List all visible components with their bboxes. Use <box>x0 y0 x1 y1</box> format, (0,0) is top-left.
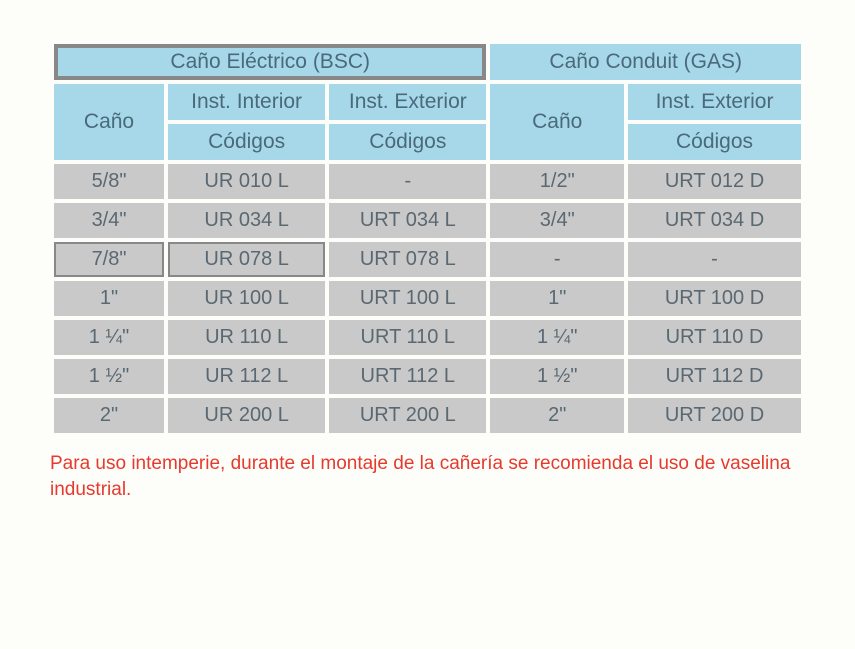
table-cell: 3/4" <box>54 203 164 238</box>
header-codigos-2: Códigos <box>329 124 486 160</box>
table-cell: 1 ¼" <box>54 320 164 355</box>
table-cell: 5/8" <box>54 164 164 199</box>
table-row: 2"UR 200 LURT 200 L2"URT 200 D <box>54 398 801 433</box>
table-cell: URT 112 D <box>628 359 801 394</box>
table-cell: URT 034 D <box>628 203 801 238</box>
table-cell: 1 ½" <box>54 359 164 394</box>
table-cell: URT 110 D <box>628 320 801 355</box>
header-codigos-3: Códigos <box>628 124 801 160</box>
table-cell: URT 200 L <box>329 398 486 433</box>
table-cell: URT 012 D <box>628 164 801 199</box>
table-cell: URT 112 L <box>329 359 486 394</box>
table-cell: - <box>329 164 486 199</box>
top-header-bsc: Caño Eléctrico (BSC) <box>54 44 486 80</box>
table-cell: 3/4" <box>490 203 624 238</box>
table-row: 7/8"UR 078 LURT 078 L-- <box>54 242 801 277</box>
table-cell: 1 ¼" <box>490 320 624 355</box>
table-row: 1 ¼"UR 110 LURT 110 L1 ¼"URT 110 D <box>54 320 801 355</box>
table-cell: 2" <box>490 398 624 433</box>
table-cell: UR 200 L <box>168 398 325 433</box>
table-cell: 2" <box>54 398 164 433</box>
table-cell: UR 110 L <box>168 320 325 355</box>
table-cell: UR 100 L <box>168 281 325 316</box>
table-cell: URT 110 L <box>329 320 486 355</box>
header-cano-left: Caño <box>54 84 164 160</box>
table-body: 5/8"UR 010 L-1/2"URT 012 D3/4"UR 034 LUR… <box>54 164 801 433</box>
table-row: 1 ½"UR 112 LURT 112 L1 ½"URT 112 D <box>54 359 801 394</box>
table-cell: 7/8" <box>54 242 164 277</box>
table-cell: 1" <box>54 281 164 316</box>
table-cell: UR 034 L <box>168 203 325 238</box>
top-header-gas: Caño Conduit (GAS) <box>490 44 801 80</box>
table-top-header-row: Caño Eléctrico (BSC) Caño Conduit (GAS) <box>54 44 801 80</box>
table-sub-header-row-2: Códigos Códigos Códigos <box>54 124 801 160</box>
table-cell: UR 010 L <box>168 164 325 199</box>
table-cell: - <box>490 242 624 277</box>
header-exterior-right: Inst. Exterior <box>628 84 801 120</box>
table-cell: 1/2" <box>490 164 624 199</box>
table-row: 5/8"UR 010 L-1/2"URT 012 D <box>54 164 801 199</box>
table-cell: URT 100 D <box>628 281 801 316</box>
table-cell: UR 112 L <box>168 359 325 394</box>
footer-note: Para uso intemperie, durante el montaje … <box>50 451 805 502</box>
table-cell: URT 200 D <box>628 398 801 433</box>
table-cell: URT 078 L <box>329 242 486 277</box>
table-cell: 1" <box>490 281 624 316</box>
table-cell: URT 034 L <box>329 203 486 238</box>
table-sub-header-row-1: Caño Inst. Interior Inst. Exterior Caño … <box>54 84 801 120</box>
header-interior: Inst. Interior <box>168 84 325 120</box>
codes-table: Caño Eléctrico (BSC) Caño Conduit (GAS) … <box>50 40 805 437</box>
table-row: 1"UR 100 LURT 100 L1"URT 100 D <box>54 281 801 316</box>
table-cell: UR 078 L <box>168 242 325 277</box>
header-cano-right: Caño <box>490 84 624 160</box>
table-cell: - <box>628 242 801 277</box>
table-row: 3/4"UR 034 LURT 034 L3/4"URT 034 D <box>54 203 801 238</box>
header-exterior-left: Inst. Exterior <box>329 84 486 120</box>
table-cell: 1 ½" <box>490 359 624 394</box>
header-codigos-1: Códigos <box>168 124 325 160</box>
table-cell: URT 100 L <box>329 281 486 316</box>
